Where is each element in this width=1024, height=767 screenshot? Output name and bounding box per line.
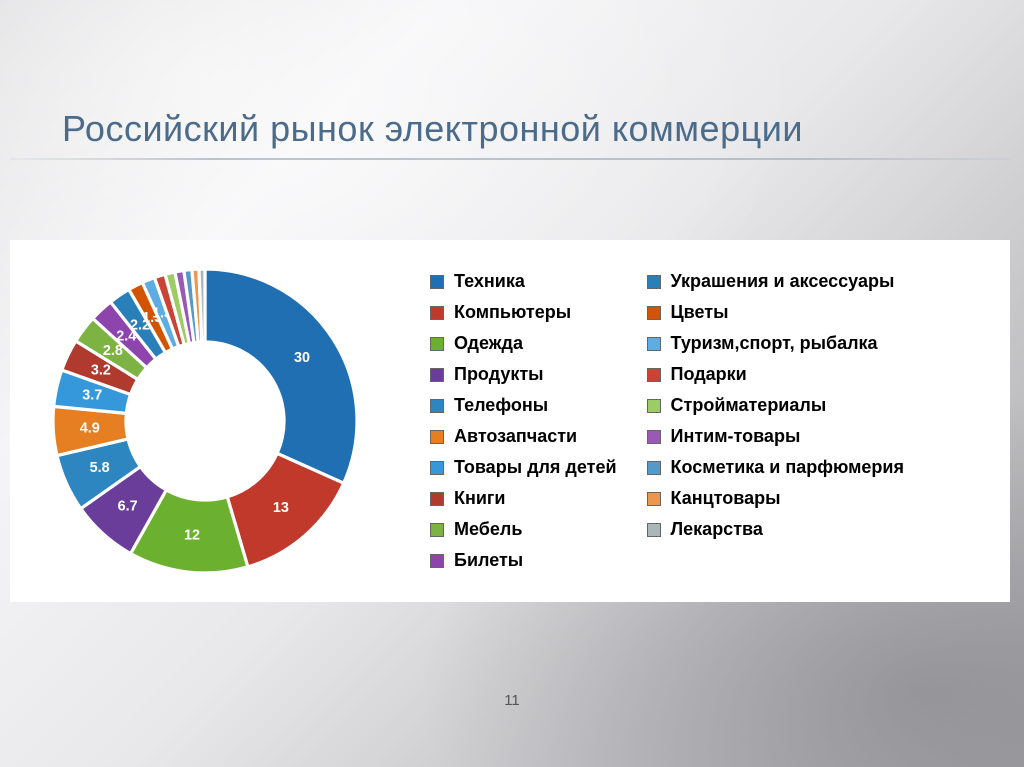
slice-value-label: 5.8 <box>90 460 110 476</box>
legend-swatch <box>430 554 444 568</box>
legend-column: Украшения и аксессуары Цветы Туризм,спорт,… <box>647 271 904 571</box>
slice-value-label: 3.7 <box>82 388 102 404</box>
legend-item: Мебель <box>430 519 617 540</box>
legend-item: Телефоны <box>430 395 617 416</box>
legend-label: Стройматериалы <box>671 395 827 416</box>
legend-swatch <box>430 306 444 320</box>
legend-label: Интим-товары <box>671 426 801 447</box>
legend-label: Лекарства <box>671 519 763 540</box>
slice-value-label: 6.7 <box>118 499 138 515</box>
legend-label: Одежда <box>454 333 523 354</box>
legend-swatch <box>647 523 661 537</box>
legend-item: Продукты <box>430 364 617 385</box>
legend-label: Техника <box>454 271 525 292</box>
slice-value-label: 2.8 <box>103 343 123 359</box>
donut-slice <box>205 269 357 483</box>
legend-swatch <box>430 275 444 289</box>
slice-value-label: 30 <box>294 350 310 366</box>
legend-item: Компьютеры <box>430 302 617 323</box>
legend-label: Автозапчасти <box>454 426 577 447</box>
legend-item: Билеты <box>430 550 617 571</box>
legend: Техника Компьютеры Одежда Продукты Телефоны А… <box>400 271 1010 571</box>
legend-label: Мебель <box>454 519 522 540</box>
legend-swatch <box>430 337 444 351</box>
legend-label: Товары для детей <box>454 457 617 478</box>
title-underline <box>10 158 1010 160</box>
legend-item: Лекарства <box>647 519 904 540</box>
legend-label: Украшения и аксессуары <box>671 271 895 292</box>
donut-chart: 3013126.75.84.93.73.22.82.42.21.51.3 <box>45 261 365 581</box>
slice-value-label: 4.9 <box>80 420 100 436</box>
slice-value-label: 12 <box>184 528 200 544</box>
donut-chart-container: 3013126.75.84.93.73.22.82.42.21.51.3 <box>10 241 400 601</box>
legend-swatch <box>430 368 444 382</box>
legend-column: Техника Компьютеры Одежда Продукты Телефоны А… <box>430 271 617 571</box>
legend-swatch <box>647 306 661 320</box>
page-title: Российский рынок электронной коммерции <box>62 108 803 150</box>
legend-item: Канцтовары <box>647 488 904 509</box>
legend-item: Стройматериалы <box>647 395 904 416</box>
legend-swatch <box>647 399 661 413</box>
legend-swatch <box>647 337 661 351</box>
legend-label: Туризм,спорт, рыбалка <box>671 333 878 354</box>
legend-label: Телефоны <box>454 395 548 416</box>
legend-label: Цветы <box>671 302 729 323</box>
legend-label: Подарки <box>671 364 747 385</box>
legend-swatch <box>647 368 661 382</box>
legend-swatch <box>647 430 661 444</box>
legend-item: Автозапчасти <box>430 426 617 447</box>
legend-item: Товары для детей <box>430 457 617 478</box>
legend-swatch <box>430 430 444 444</box>
legend-label: Билеты <box>454 550 523 571</box>
legend-swatch <box>647 275 661 289</box>
legend-swatch <box>430 461 444 475</box>
legend-swatch <box>430 492 444 506</box>
legend-item: Туризм,спорт, рыбалка <box>647 333 904 354</box>
legend-swatch <box>647 461 661 475</box>
legend-item: Подарки <box>647 364 904 385</box>
legend-label: Канцтовары <box>671 488 781 509</box>
legend-label: Книги <box>454 488 506 509</box>
donut-slice <box>199 269 205 342</box>
page-number: 11 <box>0 692 1024 709</box>
legend-item: Одежда <box>430 333 617 354</box>
legend-swatch <box>430 399 444 413</box>
legend-item: Интим-товары <box>647 426 904 447</box>
legend-item: Украшения и аксессуары <box>647 271 904 292</box>
legend-label: Продукты <box>454 364 544 385</box>
chart-panel: 3013126.75.84.93.73.22.82.42.21.51.3 Тех… <box>10 240 1010 602</box>
legend-label: Компьютеры <box>454 302 571 323</box>
legend-item: Цветы <box>647 302 904 323</box>
legend-swatch <box>430 523 444 537</box>
legend-item: Техника <box>430 271 617 292</box>
legend-swatch <box>647 492 661 506</box>
legend-item: Косметика и парфюмерия <box>647 457 904 478</box>
legend-label: Косметика и парфюмерия <box>671 457 904 478</box>
legend-item: Книги <box>430 488 617 509</box>
slice-value-label: 13 <box>273 500 289 516</box>
slice-value-label: 3.2 <box>91 363 111 379</box>
